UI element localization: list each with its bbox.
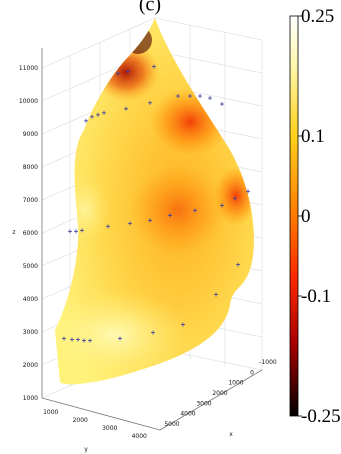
z-tick-label: 3000: [23, 329, 38, 336]
station-marker: [168, 213, 172, 218]
station-marker: [208, 96, 212, 101]
station-marker: [124, 106, 128, 111]
y-tick-label: 2000: [73, 417, 88, 424]
colorbar-tick-labels: 0.25 0.1 0 -0.1 -0.25: [298, 6, 341, 427]
station-marker: [88, 338, 92, 343]
z-tick-labels: 1000 2000 3000 4000 5000 6000 7000 8000 9000 1000…: [19, 65, 38, 402]
x-axis-line: [159, 369, 263, 431]
station-marker: [176, 94, 180, 99]
z-grid-line-back: [154, 17, 263, 41]
surface-warm-center: [128, 165, 228, 255]
x-axis-label: x: [229, 431, 233, 438]
station-marker: [116, 71, 120, 76]
x-tick-label: 5000: [164, 421, 179, 428]
station-marker: [76, 337, 80, 342]
colorbar-scale: [289, 15, 299, 417]
z-tick-label: 6000: [23, 230, 38, 237]
station-marker: [126, 69, 130, 74]
station-marker: [96, 112, 100, 117]
colorbar-tick-label: -0.1: [301, 286, 331, 307]
z-axis-label: z: [12, 229, 15, 236]
station-marker: [128, 221, 132, 226]
x-tick-label: 2000: [212, 390, 227, 397]
station-marker: [106, 224, 110, 229]
surface-pale-bottom: [55, 290, 190, 380]
colorbar-tick-label: 0.1: [301, 126, 325, 147]
station-marker: [62, 336, 66, 341]
y-axis-line: [41, 397, 161, 431]
station-marker: [151, 330, 155, 335]
z-tick-label: 1000: [23, 395, 38, 402]
z-tick-label: 2000: [23, 362, 38, 369]
surface-hot-region-upper-right: [150, 88, 230, 156]
y-axis-label: y: [84, 446, 88, 453]
station-marker: [90, 114, 94, 119]
z-grid-line-back: [154, 50, 263, 74]
surface-pale-left: [60, 175, 110, 245]
station-marker: [193, 208, 197, 213]
surface-dark-peak: [124, 26, 152, 54]
station-marker: [220, 102, 224, 107]
colorbar: 0.25 0.1 0 -0.1 -0.25: [289, 6, 341, 427]
station-marker: [148, 100, 152, 105]
x-tick-label: -1000: [259, 359, 277, 366]
station-marker: [74, 229, 78, 234]
x-tick-label: 0: [250, 369, 254, 376]
station-marker: [188, 94, 192, 99]
station-marker: [198, 94, 202, 99]
station-marker: [68, 229, 72, 234]
z-tick-label: 9000: [23, 131, 38, 138]
colorbar-tick-label: -0.25: [301, 406, 341, 427]
y-tick-label: 3000: [102, 425, 117, 432]
x-tick-label: 3000: [196, 400, 211, 407]
z-tick-label: 7000: [23, 197, 38, 204]
station-marker: [246, 189, 250, 194]
y-tick-label: 1000: [43, 409, 58, 416]
station-marker: [80, 228, 84, 233]
z-grid-line: [41, 17, 156, 69]
station-markers: [62, 64, 250, 343]
station-marker: [233, 196, 237, 201]
z-tick-label: 4000: [23, 296, 38, 303]
station-marker: [102, 110, 106, 115]
colorbar-tick-label: 0.25: [301, 6, 334, 27]
station-marker: [118, 336, 122, 341]
surface-plot: [55, 18, 254, 385]
station-marker: [236, 262, 240, 267]
station-marker: [84, 118, 88, 123]
x-tick-label: 1000: [228, 380, 243, 387]
station-marker: [148, 218, 152, 223]
z-tick-label: 5000: [23, 263, 38, 270]
station-marker: [220, 203, 224, 208]
z-tick-label: 10000: [19, 98, 38, 105]
z-tick-label: 11000: [19, 65, 38, 72]
station-marker: [82, 338, 86, 343]
panel-title: (c): [139, 0, 161, 16]
x-tick-label: 4000: [180, 411, 195, 418]
station-marker: [152, 64, 156, 69]
y-tick-labels: 1000 2000 3000 4000: [43, 409, 147, 440]
z-tick-label: 8000: [23, 164, 38, 171]
station-marker: [181, 322, 185, 327]
station-marker: [70, 337, 74, 342]
y-tick-label: 4000: [132, 433, 147, 440]
colorbar-tick-label: 0: [301, 206, 311, 227]
station-marker: [214, 292, 218, 297]
